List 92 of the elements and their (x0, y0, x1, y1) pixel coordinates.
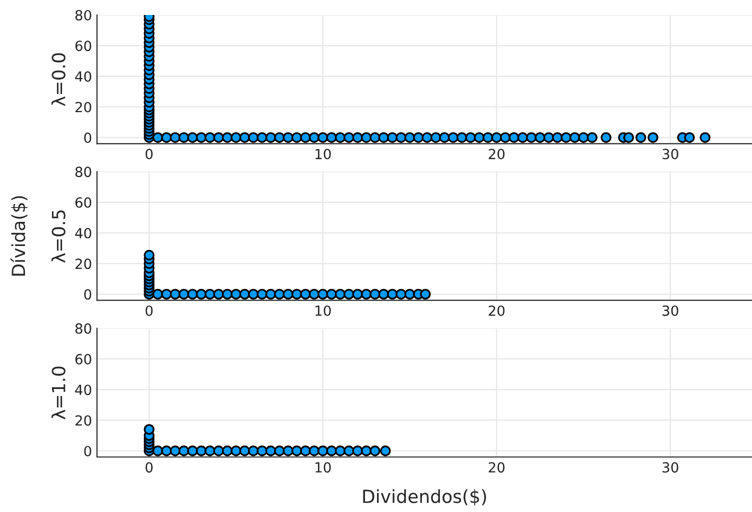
point (370, 446, 380, 456)
y-tick-label: 20 (75, 102, 92, 112)
point (291, 288, 302, 300)
point (161, 446, 172, 456)
point (274, 288, 285, 300)
point (344, 446, 354, 456)
point (230, 446, 242, 456)
y-tick-label: 60 (75, 197, 92, 208)
point (204, 446, 216, 456)
point (282, 446, 294, 456)
point (204, 288, 216, 300)
point (420, 288, 431, 300)
point (308, 288, 320, 300)
y-tick-label: 40 (75, 71, 92, 82)
point (256, 446, 268, 456)
x-tick-label: 0 (146, 148, 153, 160)
point (144, 424, 154, 435)
point (334, 446, 346, 456)
x-tick-label: 20 (488, 148, 505, 160)
x-tick-label: 10 (316, 462, 331, 473)
point (152, 446, 164, 456)
point (326, 288, 337, 300)
y-tick-label: 20 (75, 258, 92, 270)
point (274, 446, 285, 456)
x-tick-label: 0 (146, 462, 153, 473)
point (291, 446, 302, 456)
point (213, 446, 224, 456)
point (352, 288, 363, 300)
point (239, 288, 250, 300)
point (248, 446, 259, 456)
x-tick-label: 10 (316, 148, 331, 160)
x-tick-label: 30 (662, 148, 678, 160)
point (178, 288, 190, 300)
point (213, 288, 224, 300)
point (196, 288, 207, 300)
x-tick-label: 30 (662, 305, 678, 316)
point (170, 446, 181, 456)
point (152, 288, 164, 300)
y-tick-label: 60 (75, 40, 92, 52)
y-tick-label: 40 (75, 228, 92, 238)
point (370, 288, 380, 300)
y-tick-label: 0 (84, 132, 92, 144)
x-tick-label: 20 (488, 462, 505, 473)
point (396, 288, 406, 300)
x-tick-label: 10 (316, 305, 331, 316)
point (360, 288, 372, 300)
point (196, 446, 207, 456)
point (187, 288, 198, 300)
y-axis-title: λ=1.0 (51, 366, 66, 420)
point (222, 446, 233, 456)
point (187, 446, 198, 456)
point (380, 446, 391, 456)
point (265, 288, 276, 300)
point (222, 288, 233, 300)
point (318, 288, 328, 300)
point (334, 288, 346, 300)
y-axis-title: λ=0.0 (51, 53, 66, 106)
y-tick-label: 80 (75, 10, 92, 20)
y-tick-label: 40 (75, 384, 92, 396)
point (308, 446, 320, 456)
y-tick-label: 20 (75, 415, 92, 426)
y-tick-label: 60 (75, 354, 92, 364)
point (265, 446, 276, 456)
point (256, 288, 268, 300)
point (161, 288, 172, 300)
y-tick-label: 80 (75, 166, 92, 178)
point (170, 288, 181, 300)
text: Dívida($) (10, 196, 28, 276)
point (387, 288, 398, 300)
x-tick-label: 20 (488, 305, 505, 316)
x-tick-label: 30 (662, 462, 678, 473)
point (282, 288, 294, 300)
point (318, 446, 328, 456)
point (144, 250, 154, 260)
point (300, 446, 311, 456)
point (360, 446, 372, 456)
x-tick-label: 0 (146, 305, 153, 316)
y-tick-label: 0 (84, 289, 92, 300)
y-axis-title: λ=0.5 (51, 210, 66, 263)
y-tick-label: 80 (75, 323, 92, 334)
y-tick-label: 0 (84, 446, 92, 456)
point (230, 288, 242, 300)
point (248, 288, 259, 300)
point (378, 288, 390, 300)
point (404, 288, 416, 300)
point (344, 288, 354, 300)
point (239, 446, 250, 456)
point (178, 446, 190, 456)
x-axis-title: Dividendos($) (363, 489, 486, 506)
point (352, 446, 363, 456)
point (326, 446, 337, 456)
point (300, 288, 311, 300)
